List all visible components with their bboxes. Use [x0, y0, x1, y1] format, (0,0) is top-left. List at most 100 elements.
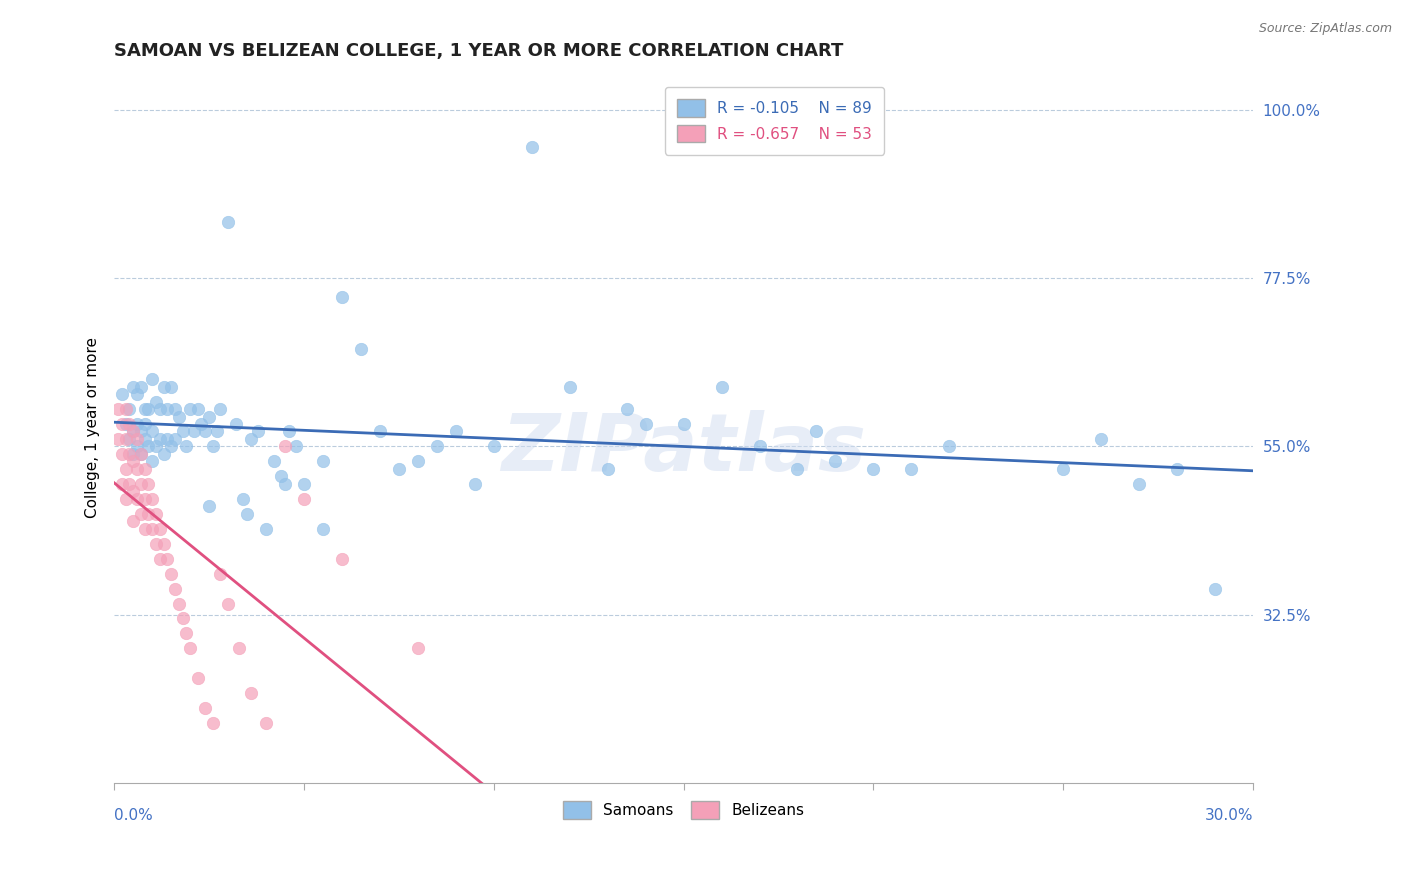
Point [172, 425, 194, 439]
Point [183, 425, 205, 439]
Point [596, 462, 619, 476]
Point [179, 641, 201, 656]
Point [129, 447, 152, 461]
Point [134, 491, 156, 506]
Point [225, 417, 247, 431]
Point [217, 215, 239, 229]
Point [149, 522, 172, 536]
Point [558, 379, 581, 393]
Point [114, 402, 136, 417]
Point [350, 342, 373, 356]
Point [163, 432, 186, 446]
Point [114, 462, 136, 476]
Point [129, 507, 152, 521]
Point [239, 686, 262, 700]
Point [107, 402, 129, 417]
Point [111, 447, 134, 461]
Point [236, 507, 259, 521]
Point [134, 462, 156, 476]
Point [1166, 462, 1188, 476]
Point [1128, 476, 1150, 491]
Text: 0.0%: 0.0% [114, 808, 153, 823]
Point [187, 402, 209, 417]
Point [232, 491, 254, 506]
Point [141, 522, 163, 536]
Point [138, 439, 160, 453]
Point [152, 379, 174, 393]
Point [194, 425, 217, 439]
Point [205, 425, 228, 439]
Point [122, 514, 145, 528]
Point [134, 522, 156, 536]
Point [138, 507, 160, 521]
Point [862, 462, 884, 476]
Point [176, 626, 198, 640]
Point [406, 454, 429, 468]
Point [114, 491, 136, 506]
Point [464, 476, 486, 491]
Y-axis label: College, 1 year or more: College, 1 year or more [86, 337, 100, 518]
Point [176, 439, 198, 453]
Point [330, 551, 353, 566]
Point [122, 425, 145, 439]
Point [217, 597, 239, 611]
Point [900, 462, 922, 476]
Point [748, 439, 770, 453]
Point [129, 447, 152, 461]
Text: 30.0%: 30.0% [1205, 808, 1253, 823]
Point [187, 671, 209, 685]
Point [198, 500, 221, 514]
Point [149, 551, 172, 566]
Point [616, 402, 638, 417]
Point [129, 425, 152, 439]
Point [209, 566, 232, 581]
Point [1204, 582, 1226, 596]
Point [388, 462, 411, 476]
Point [368, 425, 391, 439]
Point [152, 537, 174, 551]
Point [444, 425, 467, 439]
Point [179, 402, 201, 417]
Point [263, 454, 285, 468]
Point [125, 417, 148, 431]
Point [152, 447, 174, 461]
Point [330, 290, 353, 304]
Point [239, 432, 262, 446]
Point [141, 491, 163, 506]
Point [806, 425, 828, 439]
Point [134, 432, 156, 446]
Point [1052, 462, 1074, 476]
Point [125, 462, 148, 476]
Point [285, 439, 308, 453]
Point [247, 425, 270, 439]
Point [201, 439, 224, 453]
Point [167, 409, 190, 424]
Point [141, 372, 163, 386]
Point [482, 439, 505, 453]
Point [145, 537, 167, 551]
Point [118, 447, 141, 461]
Text: ZIPatlas: ZIPatlas [501, 410, 866, 488]
Point [938, 439, 960, 453]
Point [145, 507, 167, 521]
Point [149, 432, 172, 446]
Point [118, 476, 141, 491]
Point [111, 476, 134, 491]
Point [312, 454, 335, 468]
Point [122, 447, 145, 461]
Point [172, 611, 194, 625]
Point [190, 417, 212, 431]
Point [163, 402, 186, 417]
Point [125, 432, 148, 446]
Point [111, 417, 134, 431]
Point [129, 379, 152, 393]
Point [122, 425, 145, 439]
Point [145, 439, 167, 453]
Text: Source: ZipAtlas.com: Source: ZipAtlas.com [1258, 22, 1392, 36]
Point [138, 402, 160, 417]
Point [194, 701, 217, 715]
Point [520, 140, 543, 154]
Point [274, 439, 297, 453]
Point [122, 454, 145, 468]
Point [129, 476, 152, 491]
